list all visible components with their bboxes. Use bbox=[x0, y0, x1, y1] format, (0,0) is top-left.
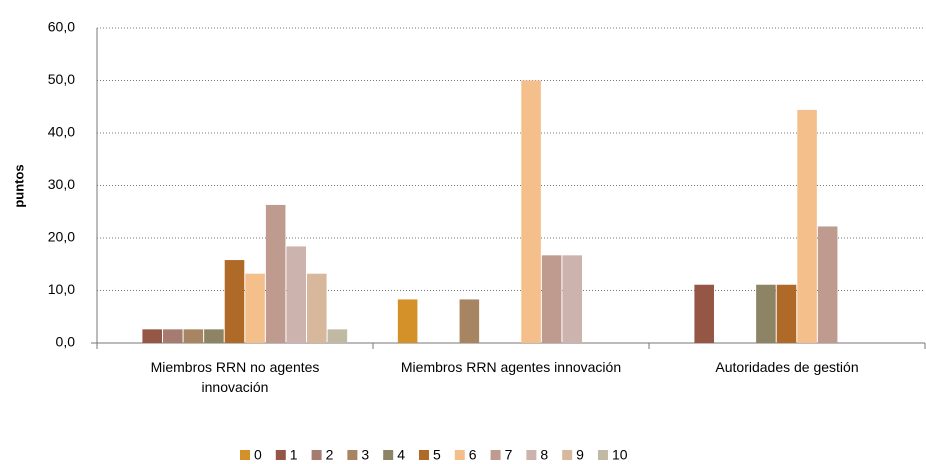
bar bbox=[183, 329, 204, 343]
legend-label: 10 bbox=[612, 447, 628, 463]
bar bbox=[327, 329, 348, 343]
y-tick-label: 10,0 bbox=[48, 281, 75, 297]
legend-label: 8 bbox=[540, 447, 548, 463]
legend-label: 9 bbox=[576, 447, 584, 463]
y-tick-label: 60,0 bbox=[48, 19, 75, 35]
bar bbox=[562, 255, 583, 343]
legend-swatch bbox=[597, 450, 608, 460]
legend-swatch bbox=[275, 450, 286, 460]
bar bbox=[459, 299, 480, 343]
x-tick-label: Miembros RRN no agentes innovación bbox=[150, 359, 320, 395]
y-tick-label: 50,0 bbox=[48, 71, 75, 87]
legend-swatch bbox=[240, 450, 250, 460]
bar bbox=[521, 80, 541, 343]
legend-swatch bbox=[383, 450, 394, 460]
x-tick-label-box: Miembros RRN agentes innovación bbox=[400, 359, 622, 375]
bar bbox=[307, 273, 327, 343]
bar bbox=[817, 226, 838, 343]
bar bbox=[756, 284, 776, 343]
bar bbox=[286, 246, 307, 343]
legend-label: 4 bbox=[397, 447, 405, 463]
y-tick-label: 20,0 bbox=[48, 229, 75, 245]
bar bbox=[694, 284, 714, 343]
legend-swatch bbox=[311, 450, 322, 460]
legend-swatch bbox=[562, 450, 573, 460]
bar bbox=[162, 329, 183, 343]
y-tick-label: 40,0 bbox=[48, 124, 75, 140]
legend-swatch bbox=[347, 450, 358, 460]
legend-label: 6 bbox=[469, 447, 477, 463]
bar bbox=[224, 260, 245, 343]
legend-label: 7 bbox=[505, 447, 513, 463]
legend-swatch bbox=[490, 450, 501, 460]
x-tick-label-box: Autoridades de gestión bbox=[715, 359, 859, 375]
legend-swatch bbox=[418, 450, 429, 460]
bar bbox=[265, 204, 286, 343]
bar bbox=[797, 109, 817, 344]
x-tick-label: Miembros RRN agentes innovación bbox=[400, 359, 622, 375]
y-tick-label: 0,0 bbox=[56, 334, 76, 350]
bar bbox=[541, 255, 562, 343]
bar bbox=[397, 299, 418, 343]
bar bbox=[142, 329, 162, 343]
legend-label: 3 bbox=[361, 447, 369, 463]
y-tick-label: 30,0 bbox=[48, 176, 75, 192]
legend-label: 1 bbox=[290, 447, 298, 463]
legend-swatch bbox=[526, 450, 537, 460]
bar bbox=[776, 284, 797, 343]
x-tick-label: Autoridades de gestión bbox=[715, 359, 859, 375]
x-tick-label-box: Miembros RRN no agentes innovación bbox=[150, 359, 320, 395]
legend-label: 2 bbox=[326, 447, 334, 463]
bar bbox=[245, 273, 265, 343]
legend-swatch bbox=[454, 450, 465, 460]
bar bbox=[204, 329, 224, 343]
legend-label: 5 bbox=[433, 447, 441, 463]
legend-label: 0 bbox=[254, 447, 262, 463]
y-axis-label: puntos bbox=[11, 164, 26, 207]
